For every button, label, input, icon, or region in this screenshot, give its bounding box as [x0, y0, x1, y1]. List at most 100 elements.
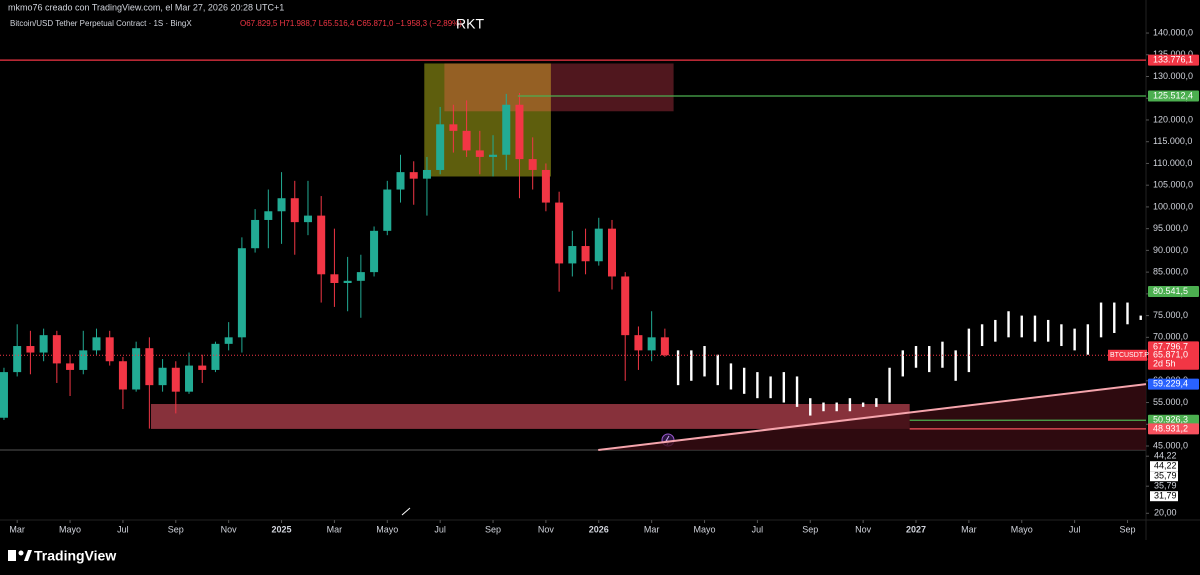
x-tick-label: Mayo	[59, 524, 81, 534]
candle-body	[356, 272, 365, 281]
candle-body	[581, 246, 590, 262]
trendline	[598, 383, 1147, 451]
chart-title: RKT	[456, 16, 484, 32]
projection-bar	[1020, 315, 1023, 338]
x-tick-label: Sep	[485, 524, 501, 534]
candle-body	[541, 169, 550, 203]
projection-bar	[795, 376, 799, 407]
candle-body	[422, 169, 431, 179]
price-label-box	[1148, 341, 1199, 353]
indicator-label: 31,79	[1154, 491, 1177, 501]
price-label-box	[1148, 378, 1199, 390]
projection-bar	[1046, 319, 1050, 342]
candle-body	[92, 337, 101, 351]
candle-body	[132, 348, 141, 390]
candle-body	[290, 198, 299, 223]
candle-body	[237, 248, 246, 338]
indicator-label: 20,00	[1154, 508, 1177, 518]
projection-bar	[782, 372, 786, 403]
x-tick-label: Mayo	[694, 524, 716, 534]
projection-bar	[1033, 315, 1037, 342]
y-tick-label: 135.000,0	[1153, 49, 1193, 59]
candle-body	[211, 343, 220, 370]
candle-body	[52, 335, 61, 364]
candle-body	[343, 280, 352, 283]
y-tick-label: 75.000,0	[1153, 310, 1188, 320]
projection-bar	[729, 363, 733, 390]
y-tick-label: 70.000,0	[1153, 332, 1188, 342]
projection-bar	[809, 398, 812, 416]
x-tick-label: Mayo	[1011, 524, 1033, 534]
y-tick-label: 45.000,0	[1153, 440, 1188, 450]
y-tick-label: 110.000,0	[1153, 158, 1192, 168]
projection-bar	[914, 346, 918, 368]
projection-bar	[1007, 311, 1010, 338]
x-tick-label: Sep	[1119, 524, 1135, 534]
candle-body	[409, 172, 418, 179]
y-tick-label: 120.000,0	[1153, 114, 1193, 124]
candle-body	[39, 335, 48, 353]
indicator-label: 44,22	[1154, 451, 1177, 461]
candle-body	[105, 337, 114, 362]
indicator-label-box	[1150, 491, 1178, 502]
x-tick-label: Jul	[1069, 524, 1081, 534]
candle-body	[79, 350, 88, 370]
cursor-mark	[401, 507, 411, 516]
x-tick-label: Sep	[168, 524, 184, 534]
candle-body	[171, 367, 180, 392]
logo	[8, 550, 32, 561]
candle-body	[528, 159, 537, 170]
candle-body	[555, 202, 564, 264]
x-tick-label: Nov	[538, 524, 555, 534]
y-tick-label: 85.000,0	[1153, 266, 1188, 276]
projection-bar	[954, 350, 957, 381]
projection-bar	[1086, 324, 1090, 355]
projection-bar	[861, 402, 865, 407]
indicator-label: 35,79	[1154, 481, 1177, 491]
candle-body	[224, 337, 233, 344]
candle-body	[436, 124, 445, 170]
indicator-label-box	[1150, 471, 1178, 482]
candle-body	[26, 346, 35, 353]
x-tick-label: Mar	[961, 524, 977, 534]
author-line: mkmo76 creado con TradingView.com, el Ma…	[8, 2, 284, 12]
x-tick-label: 2026	[589, 524, 609, 534]
price-label-box	[1148, 414, 1199, 426]
projection-bar	[1126, 302, 1129, 325]
zone	[550, 63, 674, 112]
y-tick-label: 55.000,0	[1153, 397, 1188, 407]
x-tick-label: Mayo	[376, 524, 398, 534]
price-label: 48.931,2	[1153, 423, 1188, 433]
price-label-box	[1148, 349, 1199, 370]
candle-body	[264, 211, 273, 220]
y-tick-label: 100.000,0	[1153, 201, 1193, 211]
price-label-box	[1148, 90, 1199, 102]
x-tick-label: 2025	[272, 524, 292, 534]
projection-bar	[835, 402, 838, 412]
candle-body	[317, 215, 326, 275]
projection-bar	[994, 319, 997, 342]
projection-bar	[1060, 324, 1063, 347]
projection-bar	[1113, 302, 1116, 333]
candle-body	[396, 172, 405, 190]
projection-bar	[676, 350, 680, 386]
candle-body	[66, 363, 75, 370]
price-label-box	[1148, 423, 1199, 435]
price-label: 125.512,4	[1153, 90, 1193, 100]
ohlc: O67.829,5 H71.988,7 L65.516,4 C65.871,0 …	[240, 19, 462, 28]
price-label: 80.541,5	[1153, 286, 1188, 296]
projection-bar	[941, 341, 944, 368]
candle-body	[383, 189, 392, 231]
projection-bar	[769, 376, 772, 399]
projection-bar	[690, 350, 693, 381]
y-tick-label: 140.000,0	[1153, 27, 1193, 37]
price-label: 50.926,3	[1153, 415, 1188, 425]
y-tick-label: 130.000,0	[1153, 71, 1193, 81]
y-tick-label: 115.000,0	[1153, 136, 1192, 146]
candle-body	[594, 228, 603, 262]
candle-body	[251, 219, 260, 249]
projection-bar	[1099, 302, 1103, 338]
x-tick-label: Nov	[855, 524, 872, 534]
price-label: 133.776,1	[1153, 54, 1193, 64]
